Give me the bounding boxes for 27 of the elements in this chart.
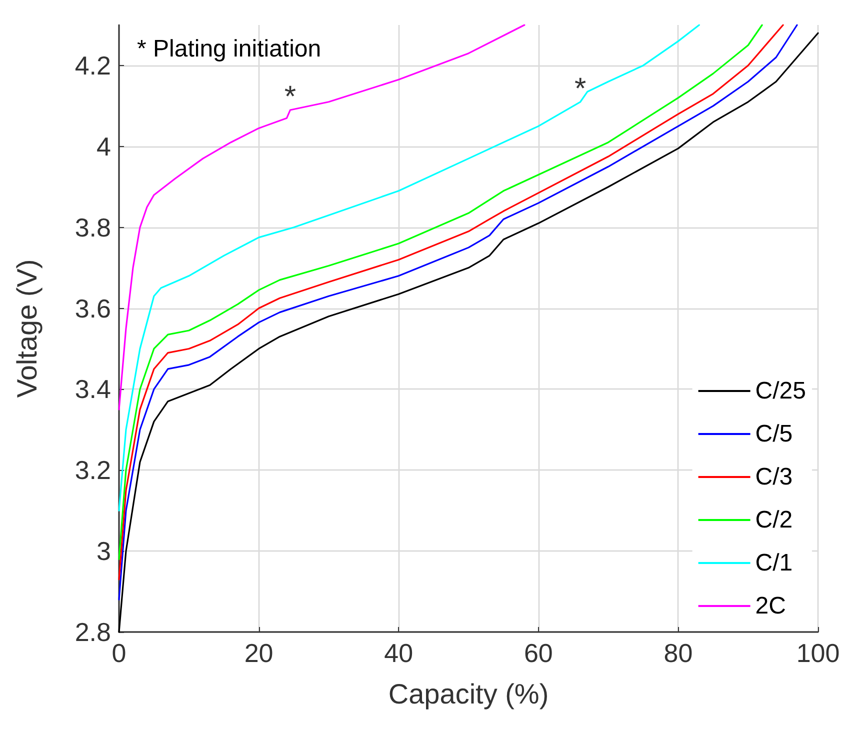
x-tick-label: 80: [664, 638, 693, 668]
y-tick-label: 4: [96, 131, 111, 162]
legend-label: C/3: [755, 464, 793, 490]
x-tick-label: 40: [384, 638, 414, 668]
y-axis-title: Voltage (V): [12, 259, 42, 398]
x-tick-label: 0: [112, 638, 126, 668]
legend-label: C/25: [755, 378, 806, 404]
annotation: * Plating initiation: [137, 36, 322, 62]
x-tick-label: 100: [796, 638, 840, 668]
line-series: [118, 24, 526, 410]
y-tick-label: 3.4: [74, 374, 111, 404]
y-tick-label: 4.2: [74, 50, 111, 80]
x-tick-label: 20: [244, 638, 274, 668]
y-tick-label: 3.8: [74, 212, 111, 242]
legend-label: C/1: [755, 550, 793, 576]
y-tick-label: 3.6: [74, 293, 111, 324]
legend-label: C/5: [755, 420, 793, 448]
x-tick-label: 60: [524, 638, 553, 668]
y-tick-label: 3: [96, 536, 111, 566]
y-tick-label: 3.2: [74, 455, 111, 486]
x-axis-title: Capacity (%): [388, 678, 549, 710]
legend-label: C/2: [755, 506, 793, 534]
annotation: *: [574, 72, 586, 106]
line-series: [118, 24, 700, 512]
legend-label: 2C: [755, 592, 786, 620]
y-tick-label: 2.8: [74, 617, 111, 647]
annotation: *: [284, 80, 296, 114]
